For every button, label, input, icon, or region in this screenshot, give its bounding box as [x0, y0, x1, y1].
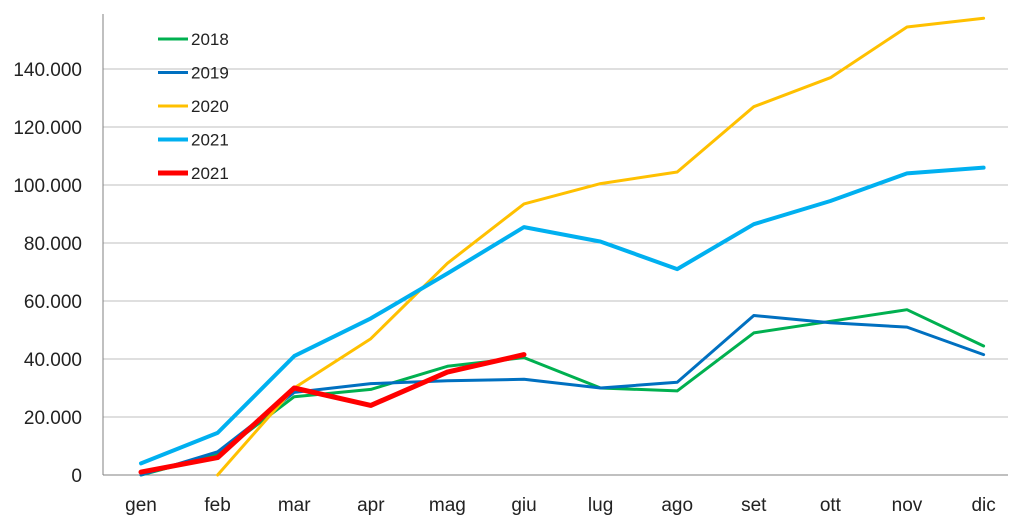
legend-entry: 2019: [191, 64, 229, 83]
series-line-2020: [216, 16, 986, 477]
series-line-2018: [139, 308, 986, 477]
y-tick-label: 20.000: [24, 408, 82, 429]
x-tick-label: apr: [357, 495, 385, 516]
y-tick-label: 100.000: [13, 176, 82, 197]
y-tick-label: 0: [71, 466, 82, 487]
series-line-2021-highlight: [138, 352, 527, 475]
gridlines: [103, 68, 1008, 418]
x-tick-label: mag: [429, 495, 466, 516]
y-tick-label: 120.000: [13, 118, 82, 139]
y-tick-label: 60.000: [24, 292, 82, 313]
y-tick-label: 140.000: [13, 60, 82, 81]
legend-entry: 2018: [191, 30, 229, 49]
x-tick-label: set: [741, 495, 767, 516]
x-tick-label: ago: [661, 495, 693, 516]
x-tick-label: feb: [204, 495, 230, 516]
x-axis-tick-labels: gen feb mar apr mag giu lug ago set ott nov dic: [125, 495, 996, 516]
series-line-2021: [139, 165, 986, 466]
x-tick-label: lug: [588, 495, 613, 516]
x-tick-label: nov: [892, 495, 923, 516]
legend-entry: 2020: [191, 97, 229, 116]
legend-entry: 2021: [191, 164, 229, 183]
legend: 2018 2019 2020 2021 2021: [158, 30, 229, 183]
series-lines: [138, 16, 986, 477]
y-tick-label: 80.000: [24, 234, 82, 255]
legend-entry: 2021: [191, 131, 229, 150]
x-tick-label: ott: [820, 495, 842, 516]
x-tick-label: giu: [511, 495, 536, 516]
y-tick-label: 40.000: [24, 350, 82, 371]
x-tick-label: dic: [971, 495, 995, 516]
x-tick-label: mar: [278, 495, 311, 516]
series-line-2019: [139, 314, 986, 477]
y-axis-tick-labels: 0 20.000 40.000 60.000 80.000 100.000 120.000 1…: [13, 60, 82, 487]
axes: [102, 14, 1008, 476]
x-tick-label: gen: [125, 495, 157, 516]
